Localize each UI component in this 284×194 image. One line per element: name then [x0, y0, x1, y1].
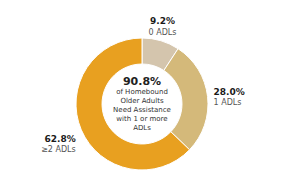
svg-text:9.2%: 9.2%	[150, 16, 175, 26]
svg-text:≥2 ADLs: ≥2 ADLs	[41, 145, 76, 154]
html-text:of Homebound Older Adults Need: of Homebound Older Adults Need Assistanc…	[113, 88, 171, 132]
svg-text:1 ADLs: 1 ADLs	[214, 98, 242, 107]
svg-text:0 ADLs: 0 ADLs	[149, 28, 177, 37]
svg-text:62.8%: 62.8%	[45, 134, 76, 144]
html-text:90.8%: 90.8%	[122, 75, 162, 88]
svg-text:28.0%: 28.0%	[214, 87, 245, 97]
